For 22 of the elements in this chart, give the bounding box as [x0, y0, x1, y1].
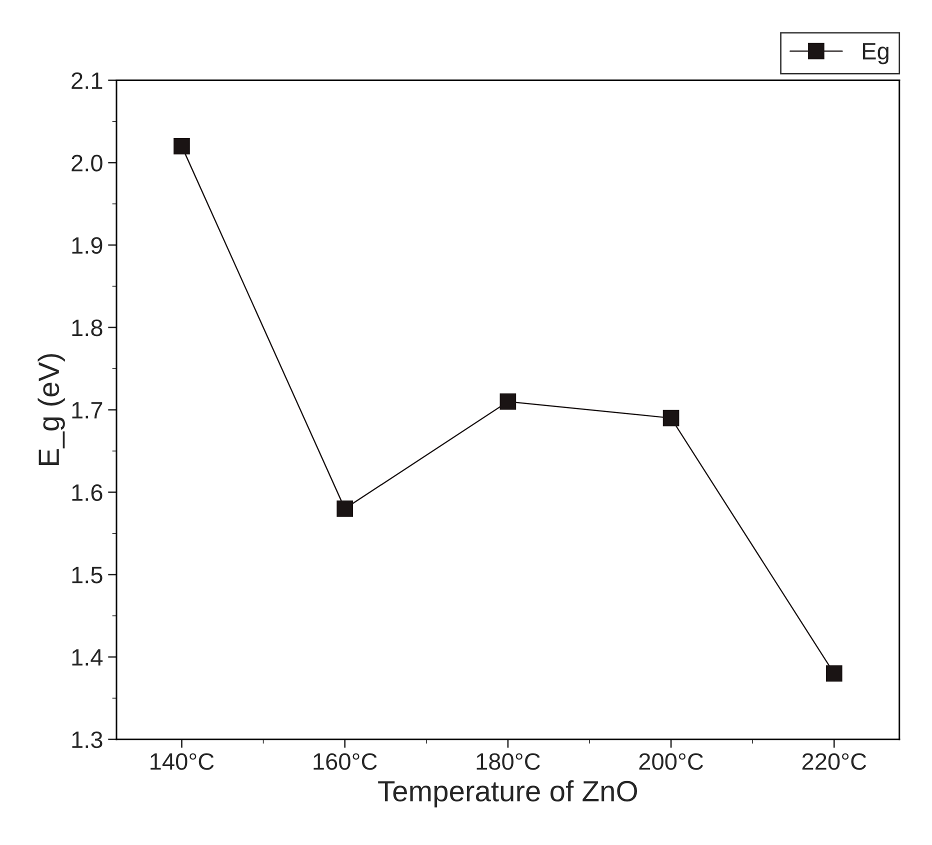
point — [174, 138, 190, 154]
y-tick-label: 2.0 — [72, 154, 102, 172]
y-axis-title: E_g (eV) — [38, 354, 65, 465]
y-tick-label: 1.4 — [72, 649, 103, 666]
point — [500, 393, 516, 410]
point — [826, 665, 842, 682]
legend-label: Eg — [862, 43, 888, 64]
x-axis-title: Temperature of ZnO — [378, 780, 638, 808]
y-tick-label: 1.3 — [72, 731, 102, 748]
x-tick-label: 140°C — [150, 753, 214, 770]
x-tick-label: 200°C — [639, 753, 704, 770]
y-tick-label: 1.8 — [72, 320, 102, 336]
x-tick-label: 180°C — [476, 753, 540, 770]
y-tick-label: 1.9 — [72, 237, 102, 254]
y-tick-label: 1.5 — [72, 566, 102, 584]
x-tick-label: 220°C — [802, 753, 866, 770]
y-tick-label: 1.7 — [72, 402, 102, 418]
x-tick-label: 160°C — [314, 753, 377, 770]
y-tick-label: 1.6 — [72, 484, 102, 501]
point — [662, 410, 680, 426]
y-tick-label: 2.1 — [72, 72, 102, 89]
point — [336, 500, 353, 517]
